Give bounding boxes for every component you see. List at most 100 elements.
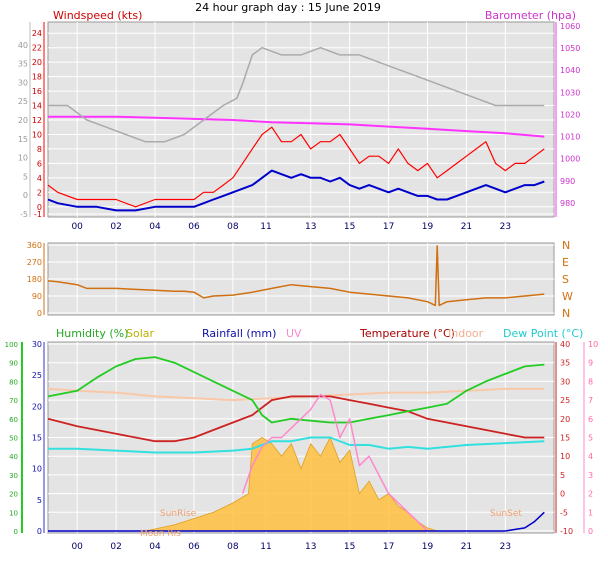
x-tick-label: 04 xyxy=(149,222,161,232)
humidity-tick: 80 xyxy=(9,378,18,386)
series-solar xyxy=(145,436,438,532)
temperature-tick: 20 xyxy=(560,415,570,424)
wind-y-tick: 10 xyxy=(32,130,42,139)
barometer-tick: 1020 xyxy=(560,110,580,119)
uv-tick: 9 xyxy=(588,359,593,368)
wind-outer-tick: 40 xyxy=(18,41,28,50)
x-tick-label: 11 xyxy=(260,222,271,232)
x-tick-label: 21 xyxy=(461,542,472,552)
series-dew-point-c xyxy=(48,436,545,454)
x-tick-label: 23 xyxy=(500,542,511,552)
wind-outer-tick: 0 xyxy=(23,191,28,200)
uv-tick: 8 xyxy=(588,377,593,386)
uv-tick: 5 xyxy=(588,434,593,443)
wind-outer-tick: 10 xyxy=(18,154,28,163)
wind-y-tick: 2 xyxy=(37,188,42,197)
wind-outer-tick: 5 xyxy=(23,172,28,181)
humidity-tick: 0 xyxy=(14,528,18,536)
temperature-tick: 40 xyxy=(560,340,570,349)
wind-y-tick: 0 xyxy=(37,203,42,212)
wind-y-tick: 22 xyxy=(32,44,42,53)
x-tick-label: 02 xyxy=(110,222,121,232)
direction-tick: 180 xyxy=(27,275,42,284)
compass-label: E xyxy=(562,256,569,269)
wind-outer-tick: 30 xyxy=(18,78,28,87)
rain-tick: 30 xyxy=(32,340,42,349)
uv-tick: 3 xyxy=(588,471,593,480)
legend-temperature: Temperature (°C) xyxy=(359,327,455,340)
temperature-tick: 5 xyxy=(560,471,565,480)
humidity-tick: 20 xyxy=(9,491,18,499)
wind-outer-tick: 35 xyxy=(18,60,28,69)
direction-ticks: 0 N 90 W 180 S 270 E 360 N xyxy=(27,239,573,320)
temperature-tick: 15 xyxy=(560,434,570,443)
series-windspeed xyxy=(47,126,545,208)
compass-label: N xyxy=(562,307,570,320)
x-tick-label: 19 xyxy=(422,542,434,552)
climate-series xyxy=(47,356,545,532)
direction-tick: 360 xyxy=(27,241,42,250)
humidity-tick: 40 xyxy=(9,453,18,461)
x-tick-label: 19 xyxy=(422,222,434,232)
temperature-tick: 35 xyxy=(560,359,570,368)
wind-y-tick: 4 xyxy=(37,174,42,183)
wind-y-tick: 14 xyxy=(32,102,42,111)
x-tick-label: 21 xyxy=(461,222,472,232)
chart-title: 24 hour graph day : 15 June 2019 xyxy=(195,1,381,14)
x-tick-label: 00 xyxy=(71,542,83,552)
x-tick-label: 13 xyxy=(305,542,316,552)
wind-y-tick: 6 xyxy=(37,159,42,168)
wind-y-tick: 16 xyxy=(32,87,42,96)
x-tick-label: 04 xyxy=(149,542,161,552)
series-temperature-c xyxy=(47,395,545,443)
series-direction xyxy=(47,245,545,307)
humidity-tick: 10 xyxy=(9,509,18,517)
climate-panel: 0102030405060708090100051015202530-10-50… xyxy=(5,327,599,552)
compass-label: W xyxy=(562,290,573,303)
x-tick-label: 02 xyxy=(110,542,121,552)
direction-tick: 270 xyxy=(27,258,42,267)
wind-panel: -1024681012141618202224-5051015202530354… xyxy=(18,9,581,232)
direction-tick: 0 xyxy=(37,309,42,318)
temperature-tick: -5 xyxy=(560,508,568,517)
direction-series xyxy=(47,245,545,307)
wind-outer-tick: 15 xyxy=(18,135,28,144)
temperature-tick: 10 xyxy=(560,452,570,461)
series-gust xyxy=(48,46,545,143)
annotation-sunset: SunSet xyxy=(490,509,522,519)
series-uv xyxy=(241,393,429,532)
legend-humidity: Humidity (%) xyxy=(56,327,128,340)
humidity-tick: 60 xyxy=(9,416,18,424)
wind-y-tick: 8 xyxy=(37,145,42,154)
humidity-tick: 30 xyxy=(9,472,18,480)
wind-outer-tick: -5 xyxy=(20,210,28,219)
uv-tick: 6 xyxy=(588,415,593,424)
direction-gridlines xyxy=(48,243,554,314)
annotation-sunrise: SunRise xyxy=(160,509,197,519)
uv-tick: 0 xyxy=(588,527,593,536)
humidity-tick: 70 xyxy=(9,397,18,405)
x-tick-label: 06 xyxy=(188,542,200,552)
temperature-tick: 25 xyxy=(560,396,570,405)
annotation-moonrise: Moon Ris xyxy=(140,529,181,539)
barometer-tick: 1000 xyxy=(560,155,580,164)
x-tick-label: 17 xyxy=(383,222,394,232)
barometer-tick: 990 xyxy=(560,177,575,186)
x-tick-label: 15 xyxy=(344,542,355,552)
wind-outer-tick: 20 xyxy=(18,116,28,125)
wind-y-tick: 24 xyxy=(32,29,42,38)
wind-outer-tick: 25 xyxy=(18,97,28,106)
humidity-tick: 50 xyxy=(9,435,18,443)
legend-solar: Solar xyxy=(126,327,155,340)
series-barometer xyxy=(48,115,545,138)
barometer-tick: 1040 xyxy=(560,66,580,75)
rain-tick: 5 xyxy=(37,496,42,505)
x-tick-label: 08 xyxy=(227,542,239,552)
x-tick-label: 15 xyxy=(344,222,355,232)
x-tick-label: 23 xyxy=(500,222,511,232)
x-tick-label: 13 xyxy=(305,222,316,232)
legend-dewpoint: Dew Point (°C) xyxy=(503,327,583,340)
temperature-tick: -10 xyxy=(560,527,573,536)
wind-y-tick: 20 xyxy=(32,58,42,67)
